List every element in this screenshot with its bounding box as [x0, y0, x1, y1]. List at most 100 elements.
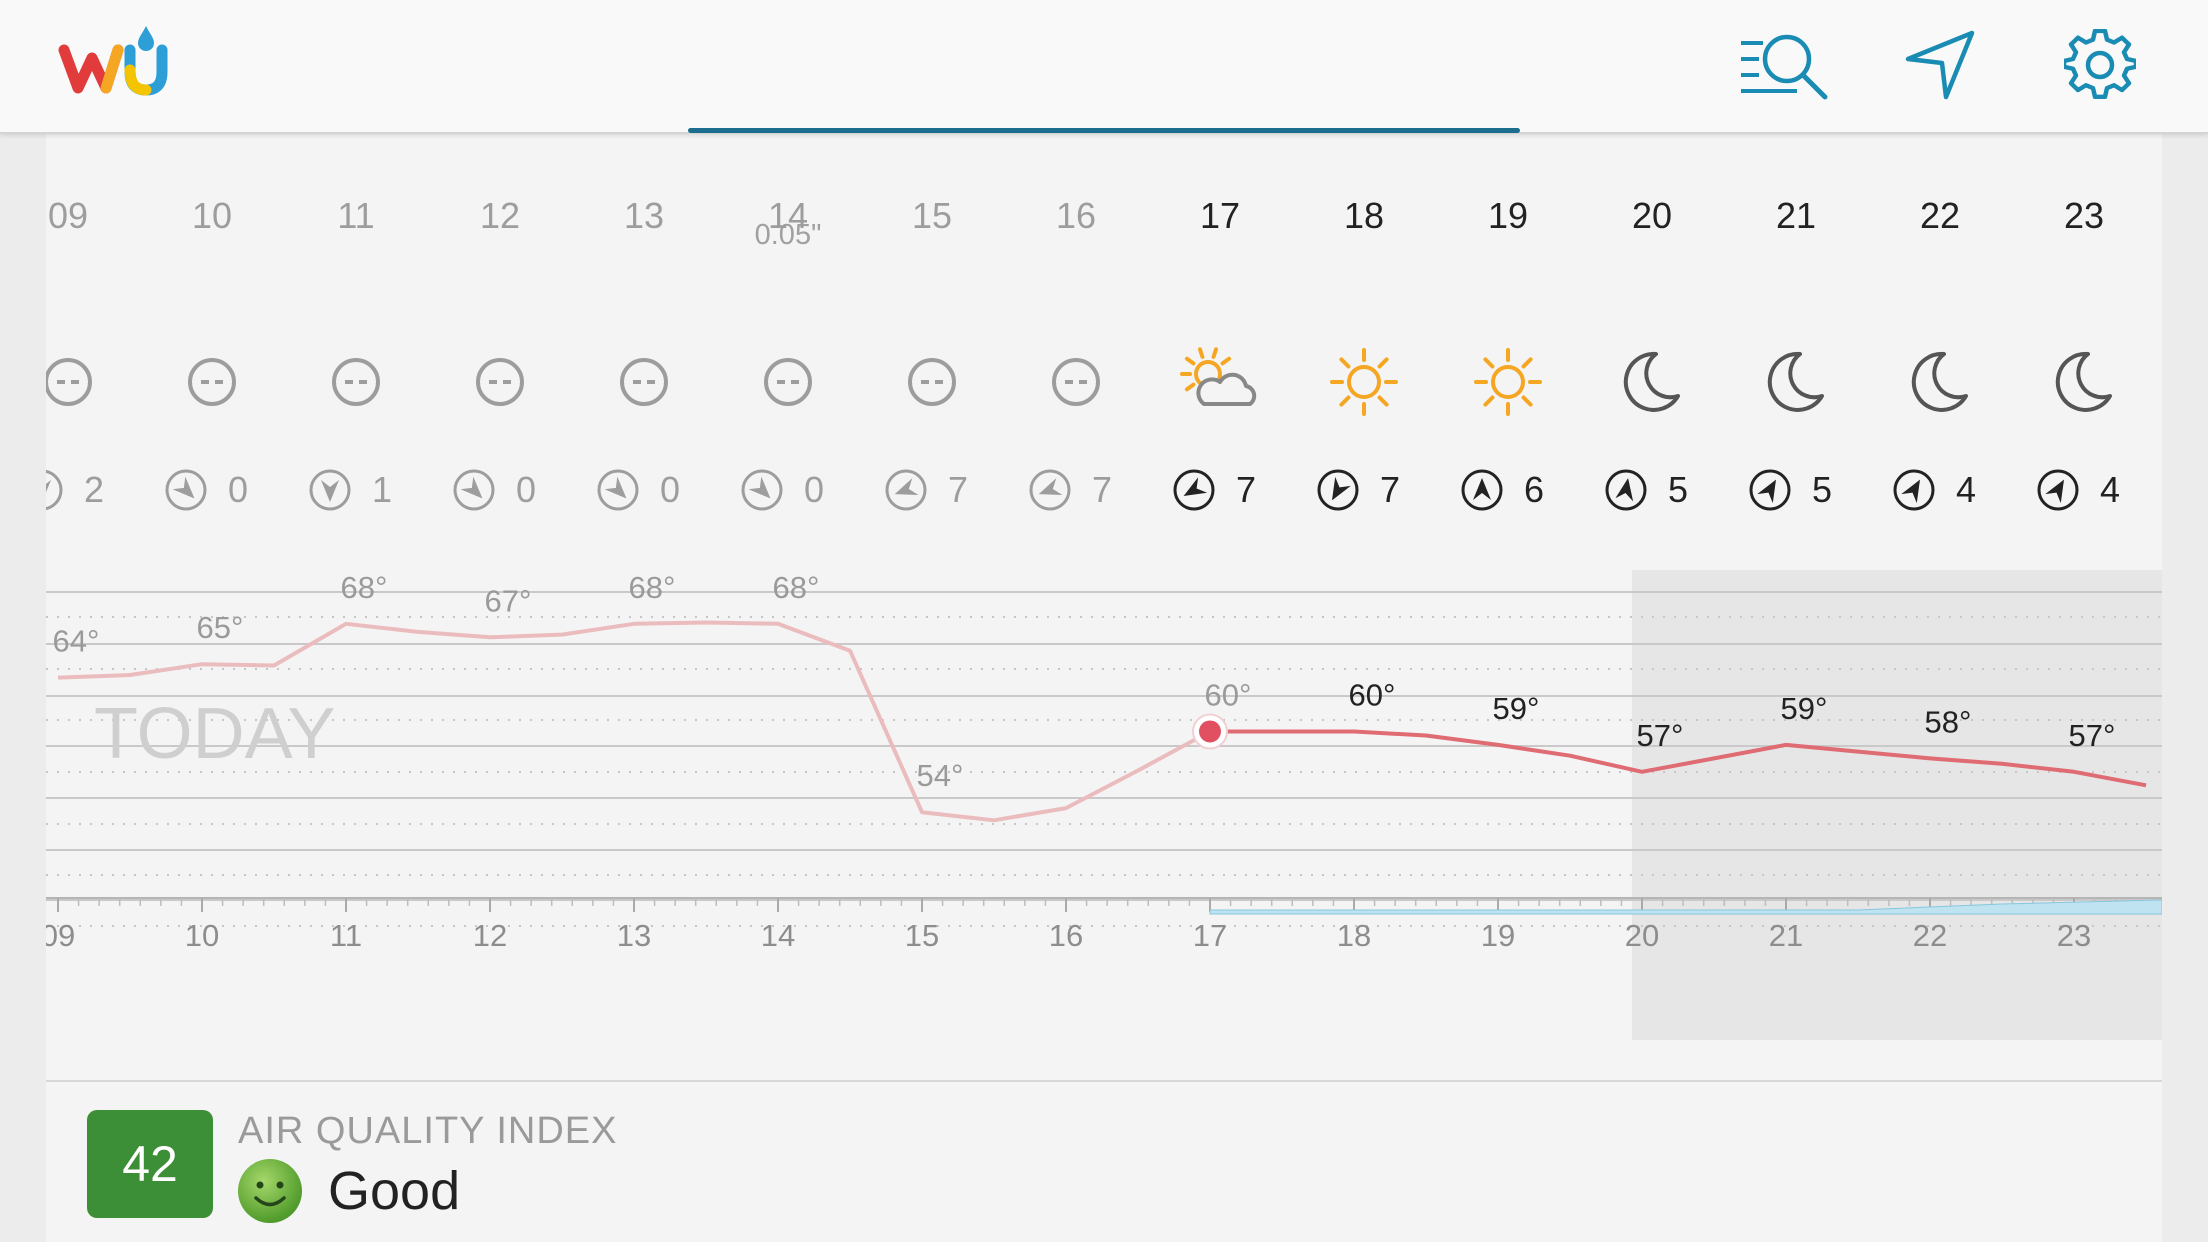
wunderground-logo[interactable]: [58, 24, 168, 100]
hour-column[interactable]: 18 7: [1317, 195, 1400, 511]
hour-column[interactable]: 19 6: [1461, 195, 1544, 511]
cloudy-icon: [620, 358, 668, 406]
hourly-forecast-panel: TODAY 0.05" 09 2 10 0 11 1 12 0 13 0 14 0 15 7 16 7 17 7 1…: [46, 134, 2162, 1242]
section-divider: [46, 1080, 2162, 1082]
temperature-label: 60°: [1205, 677, 1252, 712]
wind-direction-icon: [1749, 469, 1791, 511]
hour-label: 15: [912, 195, 952, 236]
wind-direction-icon: [885, 469, 927, 511]
aqi-value-badge[interactable]: 42: [87, 1110, 213, 1218]
hour-label: 12: [480, 195, 520, 236]
chart-grid: [46, 591, 2162, 927]
hour-column[interactable]: 16 7: [1029, 195, 1112, 511]
wind-speed: 0: [516, 469, 536, 510]
cloudy-icon: [764, 358, 812, 406]
axis-hour-label: 10: [185, 918, 219, 953]
precipitation-band: [1209, 899, 2162, 915]
current-location-button[interactable]: [1890, 22, 1990, 108]
moon-icon: [1911, 351, 1968, 412]
axis-hour-label: 15: [905, 918, 939, 953]
hour-label: 11: [337, 195, 374, 236]
axis-hour-label: 21: [1769, 918, 1803, 953]
hour-column[interactable]: 20 5: [1605, 195, 1688, 511]
hour-label: 22: [1920, 195, 1960, 236]
wind-direction-icon: [453, 469, 495, 511]
axis-hour-label: 23: [2057, 918, 2091, 953]
axis-hour-label: 22: [1913, 918, 1947, 953]
axis-hour-label: 14: [761, 918, 795, 953]
wind-direction-icon: [1461, 469, 1503, 511]
wind-speed: 0: [804, 469, 824, 510]
wind-direction-icon: [741, 469, 783, 511]
aqi-value: 42: [122, 1136, 178, 1192]
hour-label: 19: [1488, 195, 1528, 236]
hour-column[interactable]: 10 0: [165, 195, 248, 511]
gear-icon: [2064, 29, 2136, 100]
precipitation-label: 0.05": [755, 219, 822, 251]
hour-column[interactable]: 14 0: [741, 195, 824, 511]
temperature-label: 60°: [1349, 677, 1396, 712]
partly-cloudy-icon: [1180, 347, 1257, 406]
temperature-label: 64°: [53, 624, 100, 659]
wind-direction-icon: [165, 469, 207, 511]
hour-label: 13: [624, 195, 664, 236]
cloudy-icon: [476, 358, 524, 406]
hour-label: 18: [1344, 195, 1384, 236]
axis-hour-label: 17: [1193, 918, 1227, 953]
hour-column[interactable]: 13 0: [597, 195, 680, 511]
wind-speed: 1: [372, 469, 392, 510]
wind-direction-icon: [1317, 469, 1359, 511]
temperature-label: 59°: [1493, 691, 1540, 726]
cloudy-icon: [188, 358, 236, 406]
settings-button[interactable]: [2050, 22, 2150, 108]
night-shading: [1632, 570, 2162, 1040]
temperature-label: 54°: [917, 758, 964, 793]
hour-column[interactable]: 15 7: [885, 195, 968, 511]
wind-speed: 0: [660, 469, 680, 510]
hour-column[interactable]: 23 4: [2037, 195, 2120, 511]
axis-hour-label: 13: [617, 918, 651, 953]
moon-icon: [1623, 351, 1680, 412]
hour-label: 17: [1200, 195, 1240, 236]
axis-hour-label: 09: [46, 918, 75, 953]
hour-column[interactable]: 09 2: [46, 195, 104, 511]
hour-column[interactable]: 22 4: [1893, 195, 1976, 511]
cloudy-icon: [46, 358, 92, 406]
wind-speed: 0: [228, 469, 248, 510]
hour-label: 23: [2064, 195, 2104, 236]
hour-column[interactable]: 12 0: [453, 195, 536, 511]
hourly-forecast-graph[interactable]: TODAY 0.05" 0921001111201301401571671771…: [46, 134, 2162, 1080]
wind-direction-icon: [2037, 469, 2079, 511]
wind-direction-icon: [309, 469, 351, 511]
wind-direction-icon: [597, 469, 639, 511]
axis-hour-label: 16: [1049, 918, 1083, 953]
wind-speed: 5: [1668, 469, 1688, 510]
search-button[interactable]: [1735, 22, 1835, 108]
hour-label: 16: [1056, 195, 1096, 236]
hour-column[interactable]: 21 5: [1749, 195, 1832, 511]
temperature-label: 68°: [341, 570, 388, 605]
aqi-status: Good: [328, 1161, 461, 1221]
hour-label: 21: [1776, 195, 1816, 236]
wind-speed: 7: [948, 469, 968, 510]
temperature-label: 57°: [1637, 718, 1684, 753]
axis-hour-label: 18: [1337, 918, 1371, 953]
temperature-label: 59°: [1781, 691, 1828, 726]
forecast-temperature-line: [1210, 729, 2147, 788]
time-axis: 09 10 11 12 13 14 15 16 17 18 19 20 21 22 23: [46, 898, 2162, 953]
hour-label: 10: [192, 195, 232, 236]
axis-hour-label: 20: [1625, 918, 1659, 953]
wind-speed: 7: [1380, 469, 1400, 510]
wind-speed: 2: [84, 469, 104, 510]
search-list-icon: [1741, 34, 1828, 100]
past-temperature-line: [57, 620, 1211, 823]
hour-column[interactable]: 17 7: [1173, 195, 1257, 511]
cloudy-icon: [332, 358, 380, 406]
cloudy-icon: [908, 358, 956, 406]
wind-speed: 7: [1092, 469, 1112, 510]
wind-direction-icon: [1029, 469, 1071, 511]
today-label: TODAY: [94, 694, 335, 774]
hour-column[interactable]: 111: [309, 195, 392, 511]
temperature-label: 58°: [1925, 704, 1972, 739]
wind-speed: 5: [1812, 469, 1832, 510]
